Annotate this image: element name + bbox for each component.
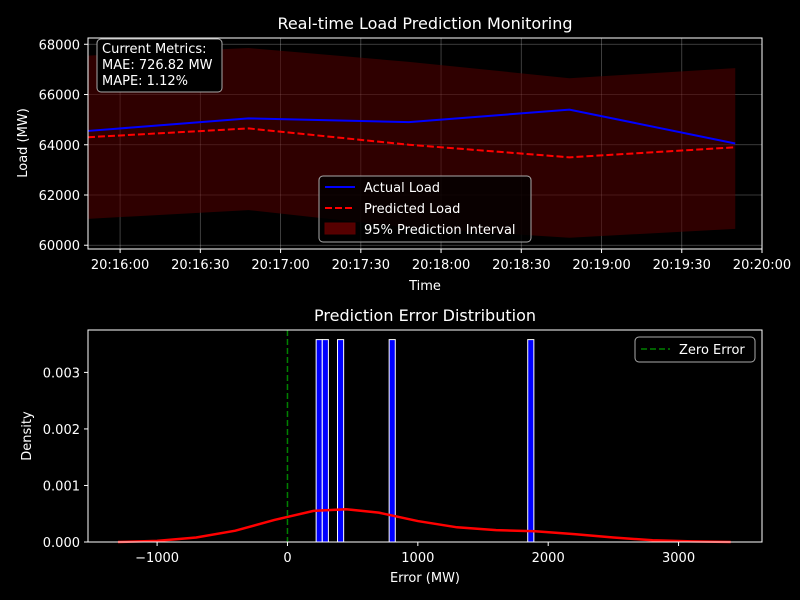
load-y-tick-label: 68000 <box>39 38 80 53</box>
error-x-tick-label: 3000 <box>662 551 695 566</box>
load-y-tick-label: 66000 <box>39 89 80 104</box>
load-y-tick-label: 62000 <box>39 189 80 204</box>
error-chart-x-label: Error (MW) <box>390 571 460 586</box>
error-y-tick-label: 0.002 <box>43 423 80 438</box>
error-chart: Prediction Error Distribution −1000 0 1000… <box>20 306 763 586</box>
error-chart-x-ticks: −1000 0 1000 2000 3000 <box>135 542 695 566</box>
legend-predicted-label: Predicted Load <box>364 202 460 217</box>
actual-load-line <box>87 108 736 145</box>
prediction-interval-band <box>88 48 736 238</box>
load-x-tick-label: 20:16:30 <box>171 258 229 273</box>
load-legend-box <box>318 175 532 243</box>
error-legend-box <box>634 336 756 363</box>
error-x-tick-label: 2000 <box>532 551 565 566</box>
metrics-heading: Current Metrics: <box>102 42 207 57</box>
error-chart-y-ticks: 0.000 0.001 0.002 0.003 <box>43 366 88 551</box>
load-chart-x-ticks: 20:16:00 20:16:30 20:17:00 20:17:30 20:18:00… <box>91 249 791 273</box>
load-x-tick-label: 20:18:00 <box>412 258 470 273</box>
metrics-annotation-box <box>96 38 223 93</box>
legend-actual-label: Actual Load <box>364 181 440 196</box>
error-chart-y-label: Density <box>20 411 35 461</box>
load-chart-y-label: Load (MW) <box>16 108 31 178</box>
load-chart-legend: Actual Load Predicted Load 95% Predictio… <box>318 175 532 243</box>
load-chart-y-ticks: 60000 62000 64000 66000 68000 <box>39 38 88 254</box>
error-x-tick-label: 1000 <box>401 551 434 566</box>
error-y-tick-label: 0.003 <box>43 366 80 381</box>
load-x-tick-label: 20:19:30 <box>653 258 711 273</box>
load-chart-frame <box>87 37 763 250</box>
load-x-tick-label: 20:19:00 <box>572 258 630 273</box>
error-kde-curve <box>117 507 731 544</box>
load-x-tick-label: 20:18:30 <box>492 258 550 273</box>
load-y-tick-label: 60000 <box>39 239 80 254</box>
histogram-bar <box>527 339 535 543</box>
load-chart-title: Real-time Load Prediction Monitoring <box>277 14 572 33</box>
metrics-mae: MAE: 726.82 MW <box>102 58 213 73</box>
legend-interval-swatch <box>324 222 356 235</box>
load-x-tick-label: 20:17:00 <box>251 258 309 273</box>
histogram-bar <box>337 339 345 543</box>
load-chart: Real-time Load Prediction Monitoring 20:… <box>16 14 791 294</box>
error-x-tick-label: 0 <box>283 551 291 566</box>
histogram-bar <box>388 339 396 543</box>
error-chart-legend: Zero Error <box>634 336 756 363</box>
error-y-tick-label: 0.001 <box>43 479 80 494</box>
metrics-annotation: Current Metrics: MAE: 726.82 MW MAPE: 1.… <box>96 38 223 93</box>
legend-interval-label: 95% Prediction Interval <box>364 223 516 238</box>
load-chart-x-label: Time <box>408 279 441 294</box>
metrics-mape: MAPE: 1.12% <box>102 74 188 89</box>
error-chart-title: Prediction Error Distribution <box>314 306 536 325</box>
load-x-tick-label: 20:20:00 <box>733 258 791 273</box>
error-chart-frame <box>87 329 763 543</box>
predicted-load-line <box>87 127 736 159</box>
error-x-tick-label: −1000 <box>135 551 179 566</box>
load-x-tick-label: 20:16:00 <box>91 258 149 273</box>
load-y-tick-label: 64000 <box>39 139 80 154</box>
legend-zero-label: Zero Error <box>679 343 745 358</box>
load-x-tick-label: 20:17:30 <box>332 258 390 273</box>
error-y-tick-label: 0.000 <box>43 536 80 551</box>
